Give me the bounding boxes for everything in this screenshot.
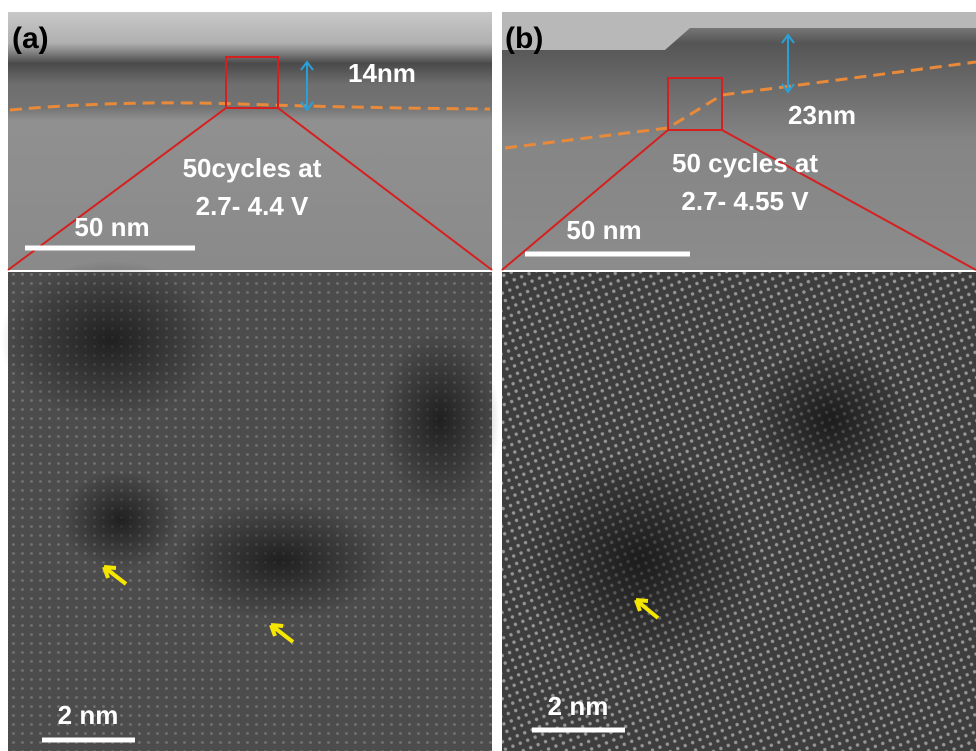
dark-region xyxy=(0,260,220,420)
condition-text: 50 cycles at xyxy=(672,148,818,178)
scale-label: 50 nm xyxy=(566,215,641,245)
condition-text: 2.7- 4.4 V xyxy=(196,191,309,221)
condition-text: 50cycles at xyxy=(183,153,322,183)
thickness-label: 14nm xyxy=(348,58,416,88)
thickness-label: 23nm xyxy=(788,100,856,130)
dark-region xyxy=(170,500,390,620)
scale-label: 2 nm xyxy=(548,691,609,721)
scale-label: 2 nm xyxy=(58,700,119,730)
dark-region xyxy=(520,450,760,670)
scale-label: 50 nm xyxy=(74,212,149,242)
figure: (a) 14nm 50cycles at 2.7- 4.4 V 50 nm 2 … xyxy=(0,0,976,751)
dark-region xyxy=(60,470,180,570)
panel-label: (a) xyxy=(12,22,49,55)
panel-label: (b) xyxy=(505,22,543,55)
condition-text: 2.7- 4.55 V xyxy=(681,186,809,216)
dark-region xyxy=(380,330,500,510)
dark-region xyxy=(750,340,910,500)
